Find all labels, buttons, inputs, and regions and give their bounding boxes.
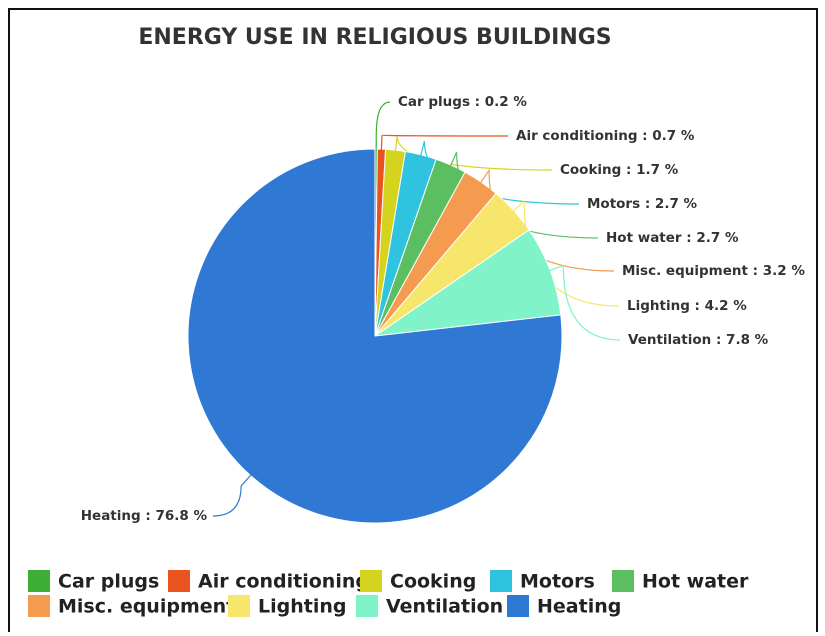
legend-label: Motors [520, 571, 595, 593]
legend-label: Heating [537, 596, 621, 618]
data-label: Lighting : 4.2 % [627, 298, 747, 314]
legend-swatch [168, 570, 190, 592]
data-label: Motors : 2.7 % [587, 196, 698, 212]
data-label: Cooking : 1.7 % [560, 162, 679, 178]
legend-swatch [360, 570, 382, 592]
data-label: Misc. equipment : 3.2 % [622, 263, 805, 279]
leader-line [380, 134, 509, 154]
legend-swatch [28, 595, 50, 617]
leader-line [375, 101, 391, 154]
legend-swatch [356, 595, 378, 617]
legend-label: Hot water [642, 571, 749, 593]
legend-label: Misc. equipment [58, 596, 235, 618]
legend-label: Cooking [390, 571, 476, 593]
legend-label: Lighting [258, 596, 346, 618]
data-label: Hot water : 2.7 % [606, 230, 739, 246]
leader-line [546, 264, 621, 341]
data-label: Car plugs : 0.2 % [398, 94, 527, 110]
chart-title: ENERGY USE IN RELIGIOUS BUILDINGS [138, 25, 611, 50]
legend-label: Air conditioning [198, 571, 369, 593]
legend-swatch [612, 570, 634, 592]
legend-swatch [507, 595, 529, 617]
legend-swatch [490, 570, 512, 592]
data-label: Heating : 76.8 % [81, 508, 208, 524]
legend-label: Ventilation [386, 596, 503, 618]
legend-swatch [228, 595, 250, 617]
data-label: Air conditioning : 0.7 % [516, 128, 695, 144]
legend-swatch [28, 570, 50, 592]
legend-label: Car plugs [58, 571, 159, 593]
leader-line [212, 472, 254, 517]
data-label: Ventilation : 7.8 % [628, 332, 769, 348]
